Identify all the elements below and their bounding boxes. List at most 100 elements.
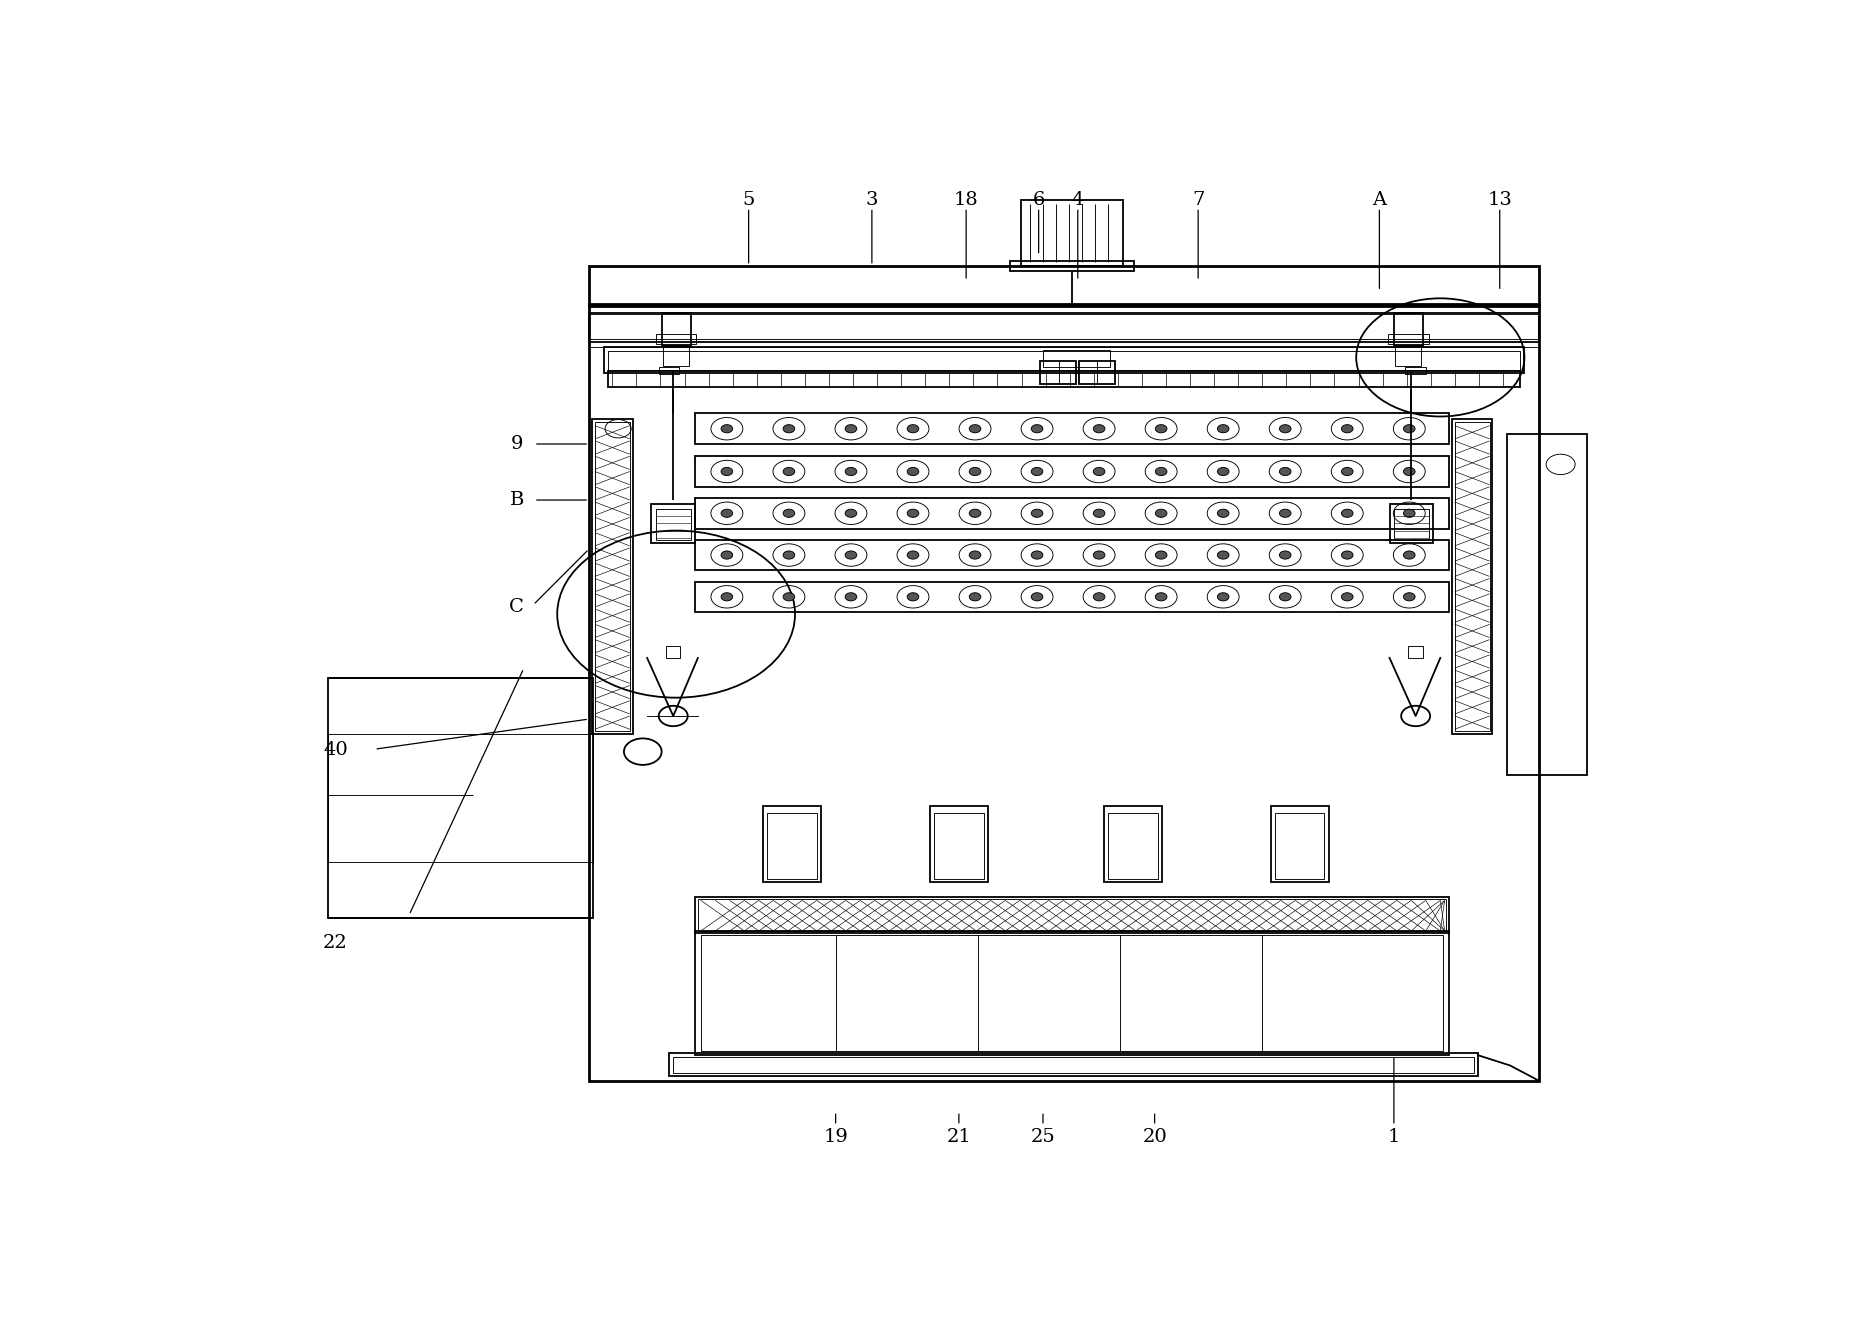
Circle shape [1154,467,1168,475]
Bar [1390,504,1433,542]
Circle shape [1403,593,1414,601]
Circle shape [1154,425,1168,433]
Circle shape [1403,509,1414,517]
Circle shape [1093,593,1106,601]
Circle shape [784,467,795,475]
Circle shape [846,593,857,601]
Circle shape [846,509,857,517]
Bar [694,497,1448,529]
Bar [1506,434,1587,775]
Text: 20: 20 [1143,1127,1168,1146]
Circle shape [1031,550,1042,560]
Bar [694,931,1448,1056]
Text: 22: 22 [324,934,348,953]
Bar [651,504,694,542]
Circle shape [846,425,857,433]
Bar [657,333,696,344]
Bar [694,456,1448,487]
Circle shape [907,509,919,517]
Circle shape [1218,509,1229,517]
Circle shape [720,550,733,560]
Bar [595,422,631,732]
Circle shape [1031,467,1042,475]
Text: 19: 19 [823,1127,848,1146]
Circle shape [846,467,857,475]
Bar [1040,361,1076,384]
Text: 1: 1 [1388,1127,1400,1146]
Circle shape [1280,550,1291,560]
Circle shape [1342,467,1353,475]
Circle shape [1031,509,1042,517]
Circle shape [1154,550,1168,560]
Bar [657,509,690,540]
Bar [668,1053,1478,1076]
Circle shape [1154,593,1168,601]
Circle shape [969,467,980,475]
Text: 7: 7 [1192,191,1205,209]
Bar [1108,812,1158,878]
Circle shape [784,593,795,601]
Circle shape [1403,550,1414,560]
Circle shape [1280,509,1291,517]
Text: 40: 40 [324,741,348,758]
Circle shape [1031,593,1042,601]
Circle shape [1218,425,1229,433]
Bar [1270,806,1328,882]
Bar [702,935,1443,1052]
Circle shape [907,550,919,560]
Circle shape [1218,550,1229,560]
Circle shape [1280,425,1291,433]
Circle shape [1154,509,1168,517]
Circle shape [784,550,795,560]
Bar [604,347,1525,373]
Bar [767,812,818,878]
Circle shape [969,593,980,601]
Bar [327,679,593,918]
Circle shape [1093,509,1106,517]
Text: 9: 9 [511,435,522,452]
Bar [1394,312,1424,347]
Circle shape [1218,467,1229,475]
Circle shape [907,593,919,601]
Circle shape [720,425,733,433]
Circle shape [1342,425,1353,433]
Bar [1388,333,1429,344]
Bar [1452,418,1493,734]
Text: 4: 4 [1072,191,1083,209]
Text: 6: 6 [1033,191,1044,209]
Bar [674,1057,1474,1073]
Bar [608,352,1519,369]
Bar [589,314,1538,343]
Circle shape [1342,593,1353,601]
Circle shape [720,593,733,601]
Bar [1396,345,1422,365]
Bar [694,582,1448,613]
Bar [1042,351,1110,366]
Circle shape [907,425,919,433]
Bar [698,900,1446,931]
Circle shape [720,509,733,517]
Text: A: A [1371,191,1386,209]
Bar [327,734,593,861]
Text: 21: 21 [947,1127,971,1146]
Bar [1409,646,1424,658]
Bar [662,345,689,365]
Circle shape [1093,467,1106,475]
Bar [930,806,988,882]
Bar [694,540,1448,570]
Circle shape [1280,467,1291,475]
Circle shape [1403,425,1414,433]
Circle shape [784,425,795,433]
Bar [591,418,632,734]
Circle shape [1280,593,1291,601]
Circle shape [1031,425,1042,433]
Bar [589,304,1538,1081]
Bar [763,806,821,882]
Text: 25: 25 [1031,1127,1055,1146]
Text: 13: 13 [1487,191,1512,209]
Bar [1080,361,1115,384]
Circle shape [1093,550,1106,560]
Bar [694,897,1448,933]
Text: 18: 18 [954,191,979,209]
Circle shape [969,550,980,560]
